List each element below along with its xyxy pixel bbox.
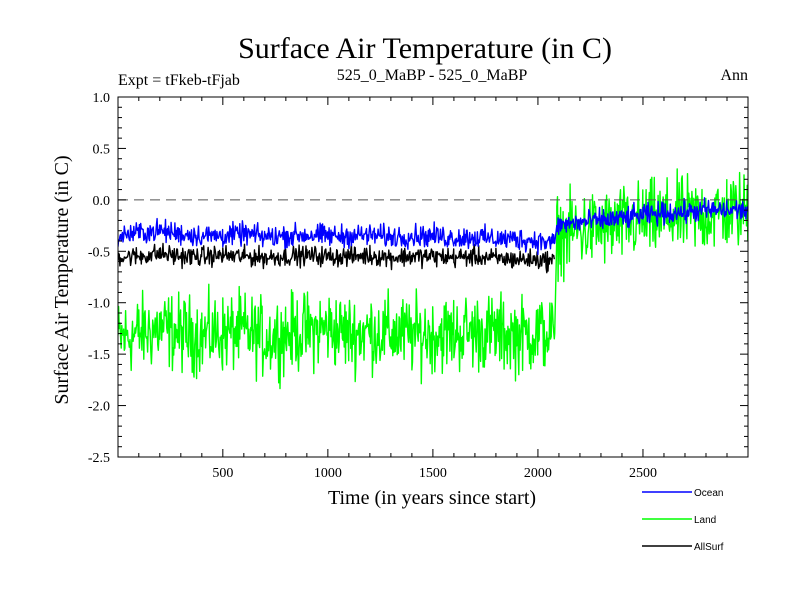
chart-title: Surface Air Temperature (in C) (238, 32, 612, 65)
series-ocean-line (118, 197, 748, 256)
period-label: 525_0_MaBP - 525_0_MaBP (337, 67, 528, 84)
x-axis-label: Time (in years since start) (328, 487, 536, 509)
y-tick-label: -1.0 (88, 297, 110, 312)
y-tick-label: -0.5 (88, 245, 110, 260)
x-tick-label: 500 (212, 466, 233, 481)
y-tick-label: 0.0 (93, 194, 111, 209)
season-label: Ann (720, 67, 748, 84)
series-land-line (118, 168, 748, 390)
experiment-label: Expt = tFkeb-tFjab (118, 72, 240, 89)
y-tick-label: -2.5 (88, 451, 110, 466)
y-tick-label: 0.5 (93, 142, 111, 157)
series-allsurf-line (118, 242, 555, 274)
plot-frame (117, 96, 749, 458)
legend-label-land: Land (694, 515, 716, 526)
series-layer (118, 168, 748, 390)
legend-label-allsurf: AllSurf (694, 542, 724, 553)
legend: Ocean Land AllSurf (642, 488, 724, 553)
x-tick-label: 2000 (524, 466, 552, 481)
axis-ticks: 1.0 0.5 0.0 -0.5 -1.0 -1.5 -2.0 -2.5 500 1000 1500… (88, 91, 748, 481)
x-tick-label: 1500 (419, 466, 447, 481)
y-tick-label: -1.5 (88, 348, 110, 363)
x-tick-label: 1000 (314, 466, 342, 481)
legend-label-ocean: Ocean (694, 488, 723, 499)
x-tick-label: 2500 (629, 466, 657, 481)
y-tick-label: -2.0 (88, 400, 110, 415)
y-axis-label: Surface Air Temperature (in C) (51, 155, 73, 404)
y-tick-label: 1.0 (93, 91, 111, 106)
